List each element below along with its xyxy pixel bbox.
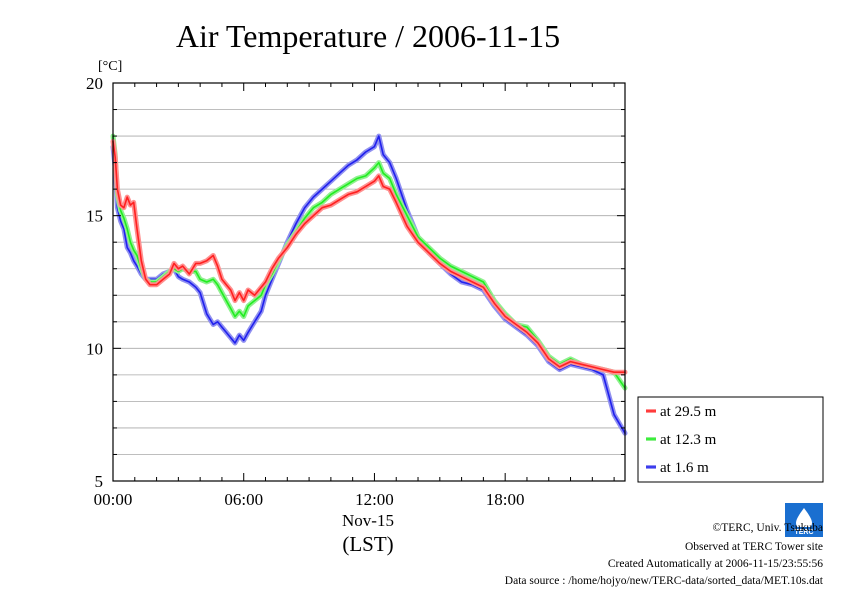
y-tick-label: 15 xyxy=(86,207,103,226)
series-line xyxy=(112,135,626,389)
series-halo xyxy=(110,133,628,436)
legend-label: at 12.3 m xyxy=(660,432,717,448)
legend-box xyxy=(637,396,824,483)
x-tick-label: 06:00 xyxy=(224,490,263,509)
x-tick-label: 00:00 xyxy=(94,490,133,509)
terc-logo: TERC xyxy=(785,503,823,537)
x-axis-unit-label: (LST) xyxy=(342,532,393,556)
plot-frame xyxy=(112,82,626,482)
observed-text: Observed at TERC Tower site xyxy=(685,541,823,553)
x-axis-date-label: Nov-15 xyxy=(342,511,394,530)
created-text: Created Automatically at 2006-11-15/23:5… xyxy=(608,558,823,570)
series-line xyxy=(112,140,626,373)
legend-label: at 29.5 m xyxy=(660,404,717,420)
y-tick-label: 20 xyxy=(86,74,103,93)
y-tick-label: 10 xyxy=(86,339,103,358)
data-source-text: Data source : /home/hojyo/new/TERC-data/… xyxy=(505,575,824,587)
water-drop-icon xyxy=(796,508,812,530)
chart-title: Air Temperature / 2006-11-15 xyxy=(176,18,560,54)
copyright-text: ©TERC, Univ. Tsukuba xyxy=(713,522,823,534)
axis-ticks: 00:00 06:00 12:00 18:00 5 10 15 20 xyxy=(86,74,625,509)
x-tick-label: 12:00 xyxy=(355,490,394,509)
logo-label: TERC xyxy=(794,529,813,536)
series-lines xyxy=(110,133,628,436)
grid-lines xyxy=(113,109,625,455)
legend: at 29.5 m at 12.3 m at 1.6 m xyxy=(637,396,824,483)
y-axis-unit-label: [°C] xyxy=(98,59,122,74)
x-tick-label: 18:00 xyxy=(486,490,525,509)
legend-label: at 1.6 m xyxy=(660,460,709,476)
y-tick-label: 5 xyxy=(95,472,104,491)
logo-band xyxy=(787,527,821,535)
